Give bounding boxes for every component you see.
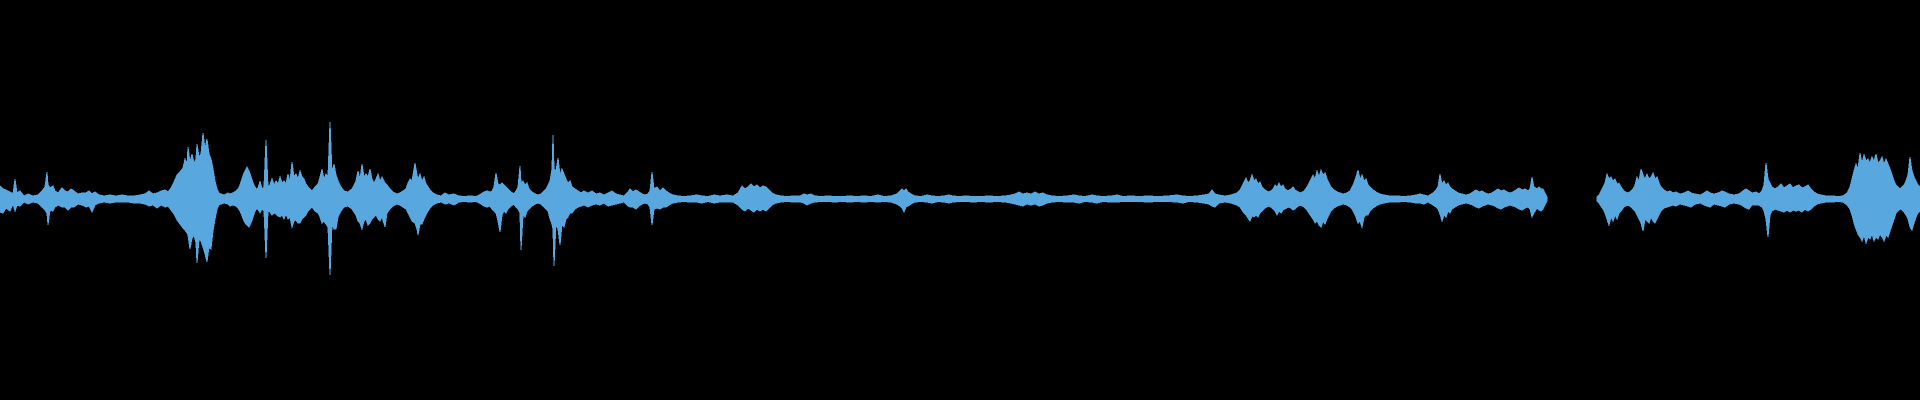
- waveform-segment: [1596, 152, 1920, 245]
- waveform-segment: [0, 121, 1548, 276]
